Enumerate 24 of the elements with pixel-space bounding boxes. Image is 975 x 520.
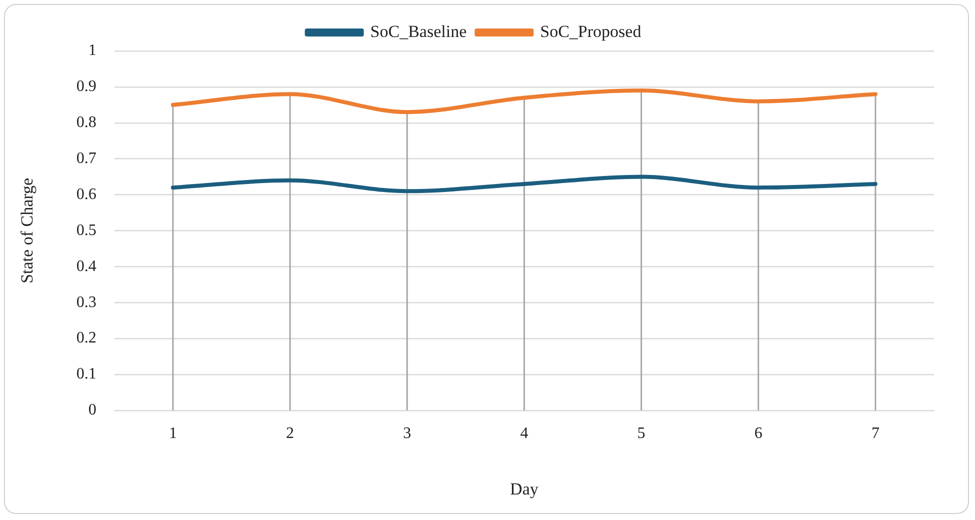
x-tick-label: 2 — [286, 425, 294, 442]
y-tick-label: 1 — [88, 42, 96, 60]
legend-label: SoC_Baseline — [370, 22, 467, 41]
y-tick-label: 0.8 — [76, 114, 96, 132]
y-tick-label: 0.1 — [76, 366, 96, 383]
y-tick-label: 0.4 — [76, 258, 96, 275]
y-tick-label: 0.6 — [76, 186, 96, 203]
x-tick-label: 6 — [754, 425, 762, 442]
y-tick-label: 0.2 — [76, 330, 96, 347]
x-tick-label: 4 — [520, 425, 528, 442]
x-axis-title: Day — [510, 479, 539, 498]
x-tick-label: 1 — [168, 425, 177, 442]
y-axis-title: State of Charge — [18, 178, 37, 284]
x-tick-label: 7 — [871, 425, 880, 442]
line-series — [170, 88, 878, 114]
y-tick-label: 0.5 — [76, 222, 96, 239]
x-tick-label: 3 — [403, 425, 412, 442]
x-tick-label: 5 — [637, 425, 646, 442]
line-series — [170, 174, 878, 194]
y-tick-label: 0.3 — [76, 294, 96, 311]
legend-label: SoC_Proposed — [540, 22, 642, 41]
y-tick-label: 0.7 — [76, 150, 96, 168]
y-tick-label: 0.9 — [76, 78, 96, 96]
y-tick-label: 0 — [88, 402, 96, 419]
